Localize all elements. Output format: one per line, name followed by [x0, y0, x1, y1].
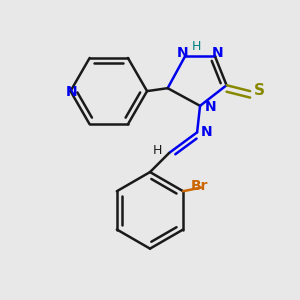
Text: N: N: [205, 100, 216, 114]
Text: Br: Br: [191, 179, 208, 193]
Text: N: N: [177, 46, 189, 60]
Text: H: H: [192, 40, 201, 53]
Text: N: N: [211, 46, 223, 60]
Text: H: H: [153, 144, 162, 157]
Text: N: N: [65, 85, 77, 99]
Text: N: N: [201, 125, 212, 139]
Text: S: S: [254, 83, 264, 98]
